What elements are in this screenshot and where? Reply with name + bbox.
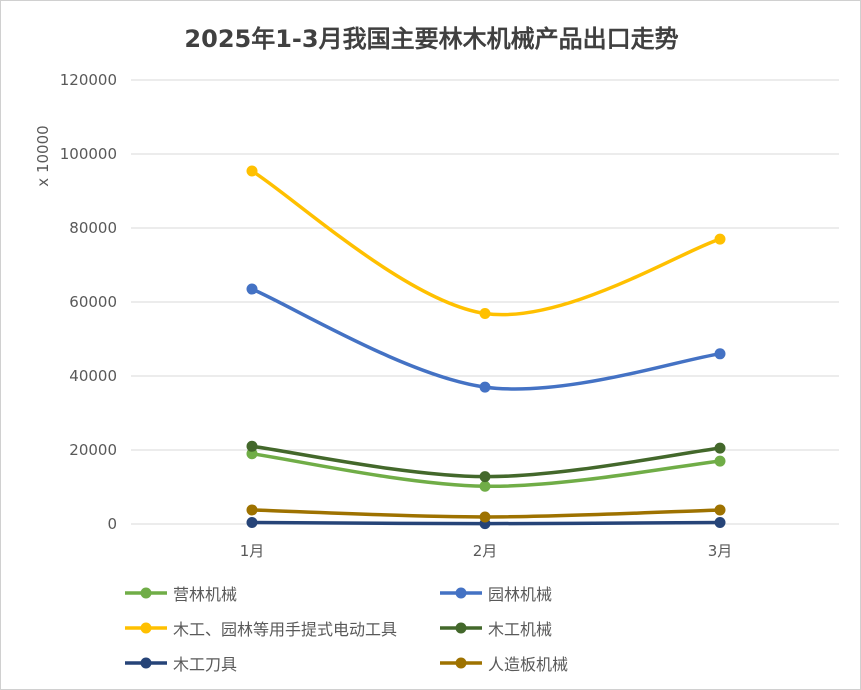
y-tick-label: 120000: [60, 71, 117, 89]
data-point: [714, 504, 726, 516]
data-point: [714, 442, 726, 454]
legend-label: 人造板机械: [488, 655, 569, 674]
legend-marker-icon: [440, 587, 482, 599]
y-tick-label: 80000: [69, 219, 117, 237]
legend-marker-icon: [440, 622, 482, 634]
y-tick-label: 20000: [69, 441, 117, 459]
data-point: [246, 283, 258, 295]
legend-label: 木工刀具: [173, 655, 238, 674]
x-tick-label: 1月: [240, 542, 265, 560]
y-tick-label: 0: [107, 515, 117, 533]
y-axis-label: x 10000: [34, 125, 52, 186]
data-point: [714, 455, 726, 467]
series-line: [251, 287, 721, 391]
data-point: [246, 165, 258, 177]
data-point: [479, 381, 491, 393]
data-point: [714, 517, 726, 529]
legend-label: 营林机械: [173, 585, 238, 604]
legend-label: 木工机械: [488, 620, 553, 639]
data-point: [479, 471, 491, 483]
y-tick-label: 40000: [69, 367, 117, 385]
data-point: [246, 517, 258, 529]
data-point: [714, 348, 726, 360]
legend-item: 木工机械: [438, 616, 552, 640]
legend-marker-icon: [440, 657, 482, 669]
chart-title: 2025年1-3月我国主要林木机械产品出口走势: [184, 25, 679, 53]
y-tick-label: 100000: [60, 145, 117, 163]
data-point: [479, 511, 491, 523]
legend-marker-icon: [125, 657, 167, 669]
legend-item: 营林机械: [123, 581, 237, 605]
legend-item: 木工刀具: [123, 651, 237, 675]
legend-item: 园林机械: [438, 581, 552, 605]
y-tick-label: 60000: [69, 293, 117, 311]
data-point: [714, 233, 726, 245]
legend-item: 木工、园林等用手提式电动工具: [123, 616, 397, 640]
legend-marker-icon: [125, 622, 167, 634]
legend-label: 木工、园林等用手提式电动工具: [173, 620, 398, 639]
data-point: [246, 440, 258, 452]
x-tick-label: 3月: [708, 542, 733, 560]
plot-area: 0 20000 40000 60000 80000 100000 120000 1月 2月 3月 x…: [34, 71, 839, 560]
x-tick-label: 2月: [473, 542, 498, 560]
legend-marker-icon: [125, 587, 167, 599]
data-point: [246, 504, 258, 516]
data-point: [479, 307, 491, 319]
legend-label: 园林机械: [488, 585, 553, 604]
legend-item: 人造板机械: [438, 651, 568, 675]
series-line: [251, 169, 721, 317]
data-point: [479, 480, 491, 492]
